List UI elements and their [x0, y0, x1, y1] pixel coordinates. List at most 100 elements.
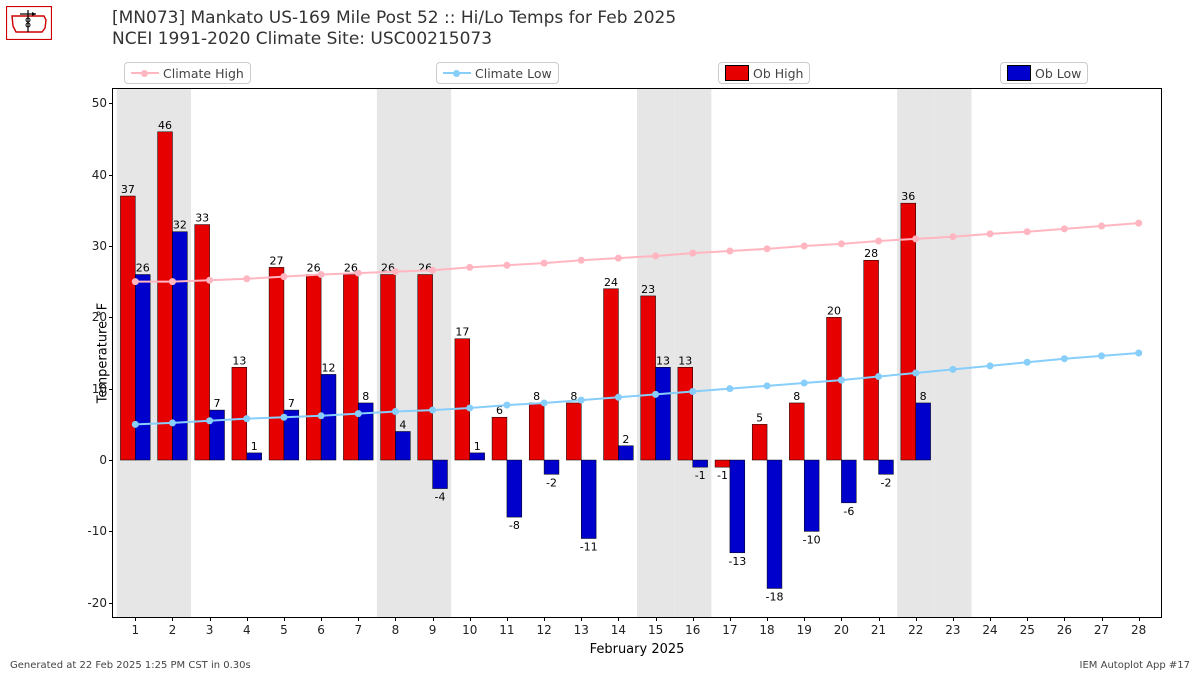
chart-title: [MN073] Mankato US-169 Mile Post 52 :: H…	[112, 8, 676, 51]
climate-low-marker	[726, 385, 733, 392]
climate-low-marker	[280, 414, 287, 421]
climate-high-marker	[1135, 220, 1142, 227]
bar-value-label: 1	[251, 440, 258, 453]
bar-value-label: -8	[509, 519, 520, 532]
bar-value-label: -11	[580, 541, 598, 554]
climate-high-marker	[503, 262, 510, 269]
bar-value-label: -4	[435, 491, 446, 504]
climate-low-marker	[764, 382, 771, 389]
bar-value-label: -2	[881, 476, 892, 489]
bar-value-label: 32	[173, 219, 187, 232]
y-tick-label: 50	[77, 96, 107, 110]
climate-high-marker	[169, 278, 176, 285]
ob-high-bar	[306, 275, 321, 461]
climate-high-marker	[429, 267, 436, 274]
ob-low-bar	[470, 453, 485, 460]
climate-low-marker	[1061, 355, 1068, 362]
ob-low-bar	[916, 403, 931, 460]
legend-label: Ob High	[753, 66, 803, 81]
ob-high-bar	[492, 417, 507, 460]
ob-low-bar	[581, 460, 596, 538]
climate-high-marker	[318, 271, 325, 278]
bar-value-label: -10	[803, 533, 821, 546]
climate-low-marker	[987, 362, 994, 369]
climate-low-marker	[169, 419, 176, 426]
y-tick-label: -10	[77, 524, 107, 538]
climate-high-marker	[541, 260, 548, 267]
ob-low-bar	[135, 275, 150, 461]
bar-value-label: 13	[656, 354, 670, 367]
climate-high-marker	[1098, 222, 1105, 229]
legend-label: Climate High	[163, 66, 244, 81]
ob-low-bar	[804, 460, 819, 531]
climate-low-marker	[838, 377, 845, 384]
climate-low-marker	[503, 402, 510, 409]
bar-value-label: 8	[362, 390, 369, 403]
ob-low-bar	[767, 460, 782, 588]
ob-high-bar	[455, 339, 470, 460]
climate-low-marker	[652, 391, 659, 398]
ob-low-bar	[618, 446, 633, 460]
y-tick-label: 20	[77, 310, 107, 324]
climate-high-marker	[1061, 225, 1068, 232]
ob-low-bar	[656, 367, 671, 460]
x-axis-label: February 2025	[590, 642, 685, 657]
ob-low-bar	[879, 460, 894, 474]
climate-low-marker	[875, 373, 882, 380]
bar-value-label: 7	[288, 397, 295, 410]
x-tick-label: 4	[243, 623, 251, 637]
climate-high-marker	[243, 275, 250, 282]
climate-low-marker	[949, 366, 956, 373]
bar-value-label: -6	[843, 505, 854, 518]
x-tick-label: 25	[1020, 623, 1035, 637]
bar-value-label: -18	[766, 590, 784, 603]
x-tick-label: 11	[499, 623, 514, 637]
ob-high-bar	[715, 460, 730, 467]
bar-value-label: 36	[901, 190, 915, 203]
ob-high-bar	[120, 196, 135, 460]
x-tick-label: 2	[169, 623, 177, 637]
climate-high-marker	[987, 230, 994, 237]
ob-high-bar	[529, 403, 544, 460]
title-line-2: NCEI 1991-2020 Climate Site: USC00215073	[112, 29, 676, 50]
x-tick-label: 23	[945, 623, 960, 637]
x-tick-label: 13	[574, 623, 589, 637]
climate-low-marker	[243, 415, 250, 422]
title-line-1: [MN073] Mankato US-169 Mile Post 52 :: H…	[112, 8, 676, 29]
ob-low-bar	[247, 453, 262, 460]
chart-plot-area: Temperature °F February 2025 37264632337…	[112, 88, 1162, 618]
x-tick-label: 18	[759, 623, 774, 637]
ob-high-bar	[901, 203, 916, 460]
climate-low-marker	[132, 421, 139, 428]
ob-high-bar	[418, 275, 433, 461]
legend-ob-high: Ob High	[718, 62, 810, 84]
ob-low-bar	[210, 410, 225, 460]
bar-value-label: 4	[399, 418, 406, 431]
y-tick-label: 10	[77, 382, 107, 396]
ob-low-bar	[172, 232, 187, 460]
ob-low-bar	[395, 431, 410, 460]
climate-high-marker	[280, 273, 287, 280]
climate-high-marker	[875, 237, 882, 244]
x-tick-label: 12	[536, 623, 551, 637]
ob-high-bar	[195, 225, 210, 460]
bar-value-label: 26	[136, 262, 150, 275]
bar-value-label: 1	[474, 440, 481, 453]
climate-high-marker	[838, 240, 845, 247]
x-tick-label: 7	[354, 623, 362, 637]
x-tick-label: 28	[1131, 623, 1146, 637]
x-tick-label: 26	[1057, 623, 1072, 637]
y-tick-label: -20	[77, 596, 107, 610]
climate-low-marker	[801, 379, 808, 386]
ob-high-bar	[789, 403, 804, 460]
ob-high-bar	[641, 296, 656, 460]
bar-value-label: 12	[322, 361, 336, 374]
climate-low-marker	[1135, 350, 1142, 357]
climate-high-marker	[355, 270, 362, 277]
bar-value-label: -1	[717, 469, 728, 482]
x-tick-label: 17	[722, 623, 737, 637]
climate-high-marker	[652, 252, 659, 259]
climate-high-marker	[132, 278, 139, 285]
climate-low-marker	[689, 388, 696, 395]
bar-value-label: 13	[678, 354, 692, 367]
